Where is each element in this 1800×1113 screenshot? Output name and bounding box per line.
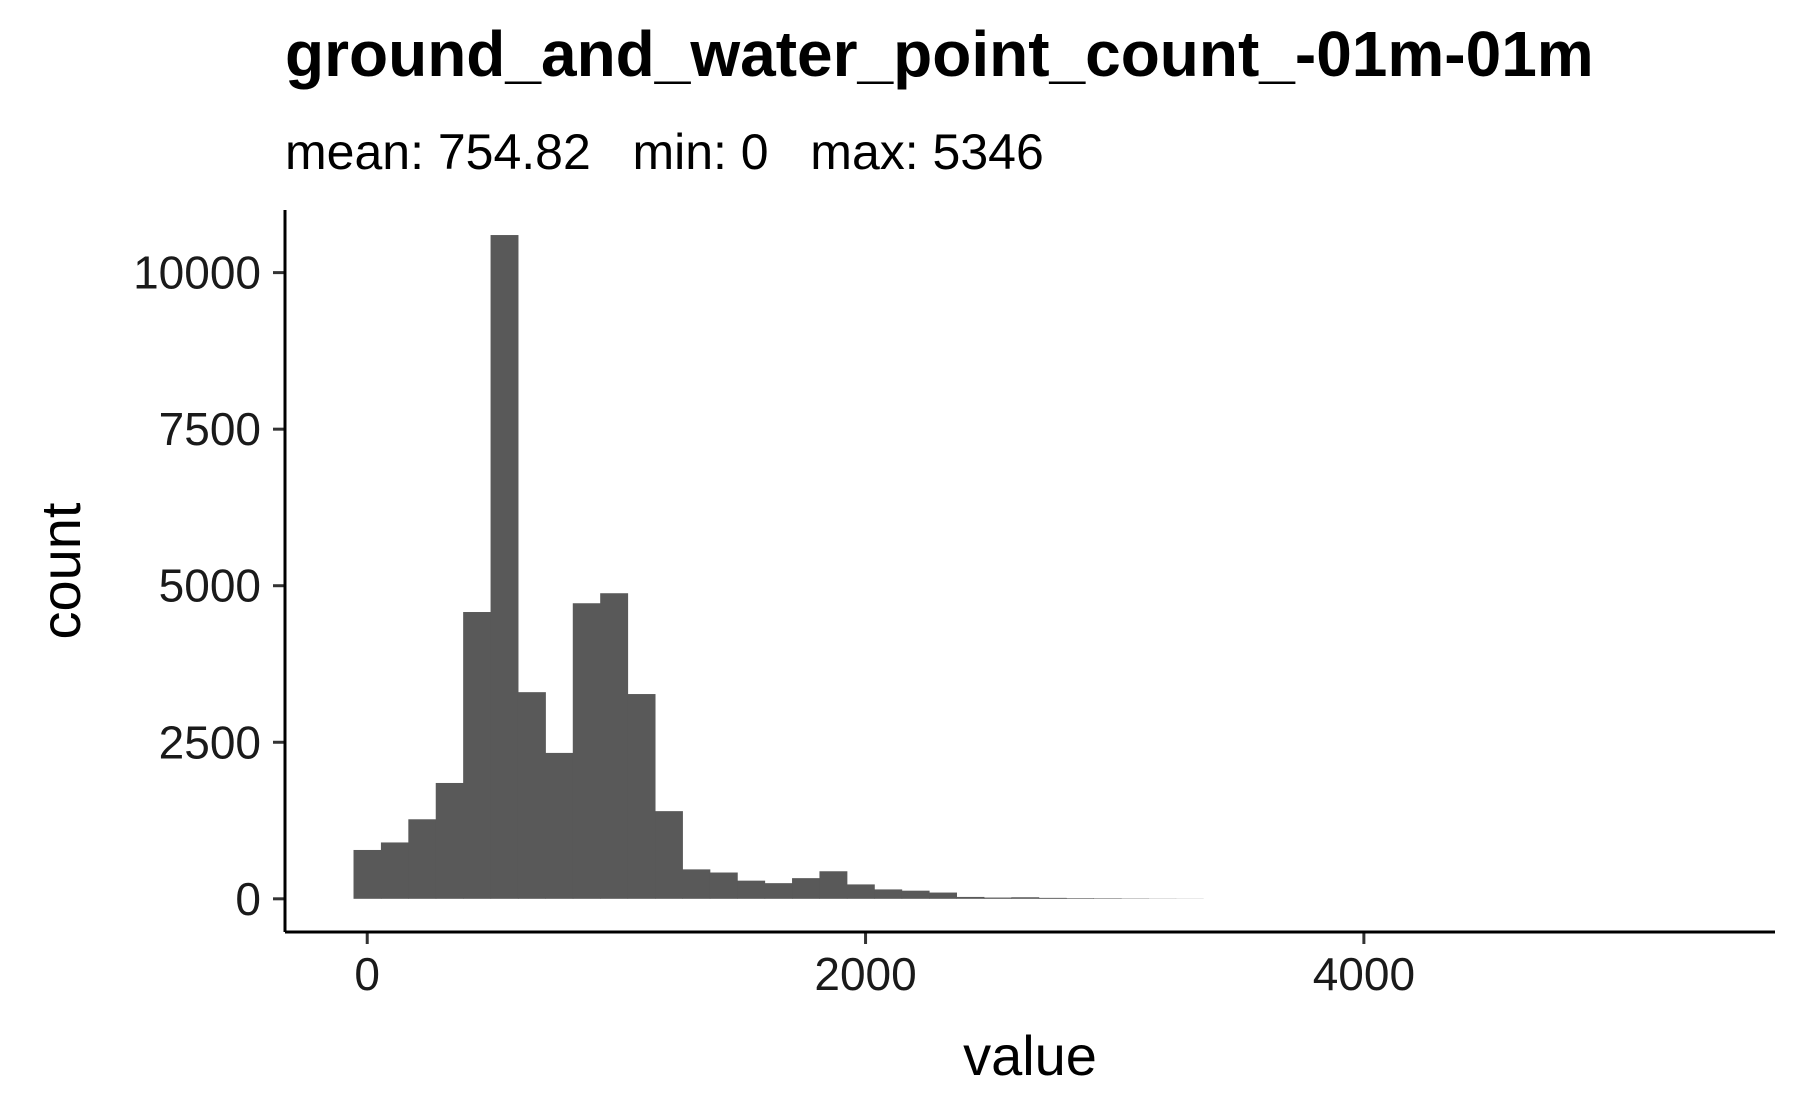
- x-tick-label: 2000: [814, 948, 916, 1000]
- histogram-bar: [737, 880, 766, 899]
- histogram-bar: [901, 890, 930, 899]
- histogram-bars: [353, 235, 1204, 899]
- y-tick-label: 5000: [159, 560, 261, 612]
- chart-title: ground_and_water_point_count_-01m-01m: [285, 18, 1594, 90]
- histogram-bar: [1093, 898, 1122, 899]
- y-axis-title: count: [29, 502, 92, 639]
- histogram-bar: [545, 752, 574, 899]
- histogram-bar: [709, 872, 738, 899]
- y-tick-label: 2500: [159, 716, 261, 768]
- histogram-bar: [929, 892, 957, 899]
- histogram-bar: [764, 883, 793, 899]
- histogram-bar: [874, 889, 903, 899]
- y-tick-label: 10000: [133, 247, 261, 299]
- y-tick-label: 7500: [159, 403, 261, 455]
- chart-subtitle: mean: 754.82 min: 0 max: 5346: [285, 124, 1044, 180]
- histogram-bar: [682, 869, 711, 899]
- x-tick-label: 0: [354, 948, 380, 1000]
- x-axis-title: value: [963, 1024, 1097, 1087]
- histogram-bar: [600, 593, 629, 899]
- histogram-bar: [819, 871, 848, 899]
- histogram-bar: [572, 603, 601, 899]
- y-tick-label: 0: [235, 873, 261, 925]
- histogram-bar: [517, 692, 546, 899]
- x-tick-label: 4000: [1313, 948, 1415, 1000]
- histogram-bar: [627, 694, 656, 899]
- x-axis-ticks: 0 2000 4000: [354, 932, 1415, 1000]
- histogram-bar: [792, 878, 820, 899]
- histogram-bar: [956, 896, 985, 899]
- histogram-bar: [408, 819, 437, 899]
- histogram-bar: [846, 884, 875, 899]
- histogram-bar: [490, 235, 519, 899]
- histogram-bar: [1011, 897, 1040, 899]
- histogram-bar: [463, 612, 492, 899]
- y-axis-ticks: 0 2500 5000 7500 10000: [133, 247, 285, 925]
- histogram-bar: [353, 849, 382, 899]
- histogram-bar: [435, 782, 464, 899]
- histogram-bar: [380, 842, 409, 899]
- histogram-bar: [1066, 898, 1095, 899]
- histogram-bar: [983, 897, 1012, 899]
- histogram-bar: [1038, 897, 1067, 899]
- histogram-bar: [655, 811, 683, 899]
